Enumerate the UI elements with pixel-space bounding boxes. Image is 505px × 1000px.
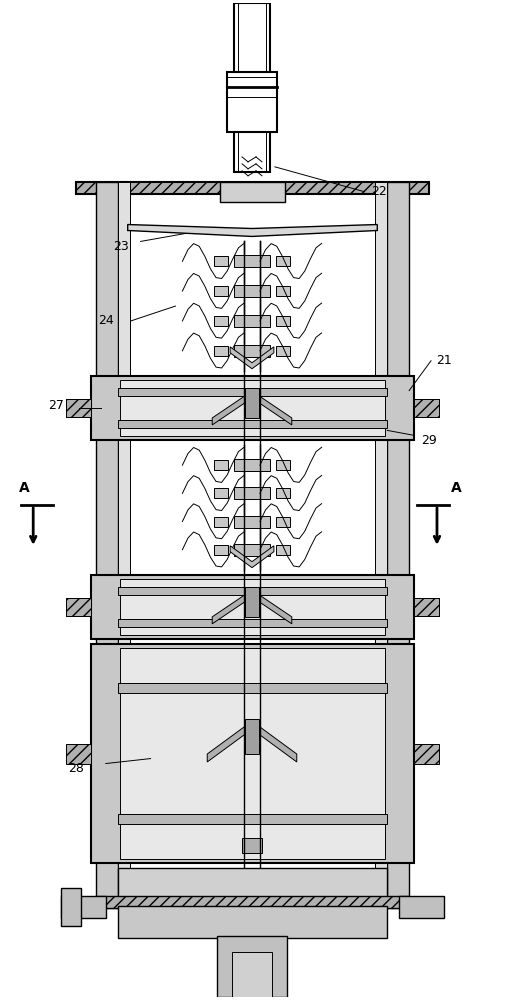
Circle shape: [166, 812, 179, 826]
Bar: [414, 399, 439, 417]
Bar: [61, 896, 106, 918]
Bar: [91, 575, 414, 639]
Bar: [375, 182, 387, 908]
Bar: [234, 3, 270, 172]
Bar: [399, 896, 444, 918]
Bar: [96, 896, 409, 908]
Bar: [234, 255, 270, 267]
Bar: [217, 936, 287, 997]
Bar: [61, 888, 81, 926]
Bar: [120, 380, 385, 436]
Circle shape: [325, 417, 338, 431]
Text: 21: 21: [436, 354, 452, 367]
Bar: [120, 648, 385, 859]
Bar: [234, 459, 270, 471]
Bar: [118, 587, 387, 595]
Circle shape: [166, 385, 179, 399]
Bar: [234, 345, 270, 357]
Bar: [120, 579, 385, 635]
Bar: [414, 598, 439, 616]
Circle shape: [244, 833, 260, 849]
Polygon shape: [230, 546, 274, 568]
Bar: [276, 488, 290, 498]
Text: A: A: [19, 481, 30, 495]
Bar: [118, 420, 387, 428]
Text: 27: 27: [48, 399, 64, 412]
Bar: [96, 182, 118, 908]
Bar: [214, 316, 228, 326]
Polygon shape: [212, 391, 292, 425]
Bar: [242, 838, 262, 853]
Bar: [234, 285, 270, 297]
Circle shape: [166, 681, 179, 695]
Bar: [118, 388, 387, 396]
Bar: [66, 399, 91, 417]
Bar: [118, 619, 387, 627]
Bar: [214, 256, 228, 266]
Bar: [276, 346, 290, 356]
Text: 28: 28: [68, 762, 84, 775]
Bar: [214, 545, 228, 555]
Circle shape: [325, 812, 338, 826]
Circle shape: [325, 584, 338, 598]
Circle shape: [166, 616, 179, 630]
Bar: [245, 587, 259, 617]
Bar: [276, 545, 290, 555]
Bar: [276, 316, 290, 326]
Polygon shape: [212, 590, 292, 624]
Bar: [276, 256, 290, 266]
Bar: [76, 182, 429, 194]
Bar: [118, 683, 387, 693]
Bar: [118, 182, 130, 908]
Bar: [118, 868, 387, 908]
Circle shape: [166, 584, 179, 598]
Circle shape: [325, 385, 338, 399]
Bar: [214, 488, 228, 498]
Bar: [276, 517, 290, 527]
Bar: [276, 286, 290, 296]
Bar: [234, 315, 270, 327]
Bar: [91, 376, 414, 440]
Text: 29: 29: [421, 434, 437, 447]
Circle shape: [166, 417, 179, 431]
Bar: [232, 952, 272, 997]
Polygon shape: [128, 225, 377, 236]
Bar: [214, 460, 228, 470]
Text: 24: 24: [98, 314, 114, 327]
Bar: [66, 744, 91, 764]
Circle shape: [325, 681, 338, 695]
Bar: [66, 598, 91, 616]
Polygon shape: [230, 347, 274, 369]
Bar: [227, 72, 277, 132]
Bar: [66, 399, 91, 417]
Bar: [91, 644, 414, 863]
Polygon shape: [207, 721, 297, 762]
Text: A: A: [451, 481, 462, 495]
Bar: [234, 544, 270, 556]
Bar: [387, 182, 409, 908]
Bar: [214, 517, 228, 527]
Bar: [66, 598, 91, 616]
Text: 23: 23: [113, 240, 129, 253]
Bar: [234, 516, 270, 528]
Bar: [245, 719, 259, 754]
Bar: [414, 399, 439, 417]
Bar: [276, 460, 290, 470]
Bar: [245, 388, 259, 418]
Bar: [118, 906, 387, 938]
Bar: [214, 346, 228, 356]
Circle shape: [325, 616, 338, 630]
Bar: [220, 182, 285, 202]
Bar: [118, 814, 387, 824]
Bar: [234, 487, 270, 499]
Text: 22: 22: [371, 185, 387, 198]
Bar: [414, 744, 439, 764]
Bar: [414, 598, 439, 616]
Bar: [214, 286, 228, 296]
